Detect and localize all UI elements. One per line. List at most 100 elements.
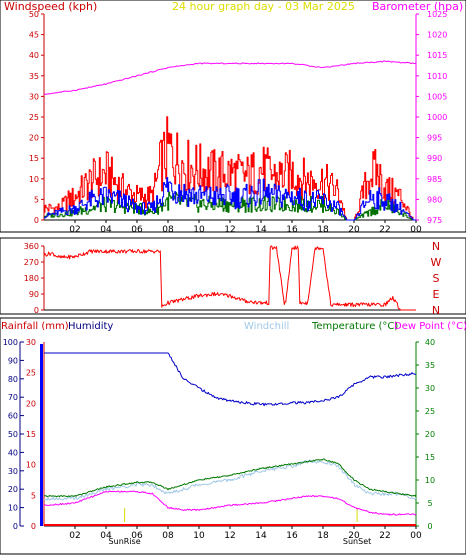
series-wind-direction-line	[43, 245, 416, 311]
temp-time-tick-label: 00	[410, 531, 422, 541]
humidity-tick-label: 70	[8, 393, 18, 402]
windspeed-label: Windspeed (kph)	[4, 0, 97, 13]
temp-time-tick-label: 06	[131, 531, 143, 541]
compass-label: W	[431, 256, 442, 269]
temp-tick-label: 10	[425, 476, 435, 485]
humidity-tick-label: 80	[8, 375, 18, 384]
wind-time-tick-label: 06	[131, 225, 143, 235]
series-humidity-line	[44, 352, 417, 407]
baro-tick-label: 1000	[427, 113, 447, 122]
wind-tick-label: 0	[34, 216, 39, 225]
rain-tick-label: 30	[26, 338, 36, 347]
temp-time-tick-label: 08	[162, 531, 174, 541]
temp-time-tick-label: 20	[348, 531, 360, 541]
temp-time-tick-label: 14	[255, 531, 267, 541]
baro-tick-label: 985	[427, 175, 442, 184]
wind-time-tick-label: 10	[193, 225, 205, 235]
direction-tick-label: 0	[34, 306, 39, 315]
direction-tick-label: 360	[24, 242, 39, 251]
rain-tick-label: 10	[26, 461, 36, 470]
humidity-tick-label: 10	[8, 504, 18, 513]
temp-time-tick-label: 02	[69, 531, 80, 541]
rain-tick-label: 0	[31, 522, 36, 531]
direction-tick-label: 270	[24, 258, 39, 267]
humidity-tick-label: 0	[13, 522, 18, 531]
wind-tick-label: 50	[29, 10, 39, 19]
humidity-label: Humidity	[68, 321, 113, 332]
temp-tick-label: 35	[425, 361, 435, 370]
wind-time-tick-label: 14	[255, 225, 267, 235]
wind-tick-label: 35	[29, 72, 39, 81]
baro-tick-label: 1020	[427, 31, 447, 40]
compass-label: N	[432, 304, 440, 317]
graph-title: 24 hour graph day - 03 Mar 2025	[172, 0, 355, 13]
wind-time-tick-label: 16	[286, 225, 298, 235]
temp-tick-label: 40	[425, 338, 435, 347]
temp-tick-label: 30	[425, 384, 435, 393]
baro-tick-label: 1010	[427, 72, 447, 81]
rain-tick-label: 5	[31, 491, 36, 500]
wind-time-tick-label: 20	[348, 225, 360, 235]
humidity-tick-label: 100	[3, 338, 18, 347]
wind-tick-label: 30	[29, 92, 39, 101]
wind-time-tick-label: 08	[162, 225, 174, 235]
series-windchill-line	[43, 459, 417, 501]
temp-tick-label: 15	[425, 453, 435, 462]
wind-tick-label: 5	[34, 195, 39, 204]
baro-tick-label: 1015	[427, 51, 447, 60]
baro-tick-label: 980	[427, 195, 442, 204]
temp-tick-label: 25	[425, 407, 435, 416]
temperature-label: Temperature (°C)	[311, 321, 398, 332]
rain-tick-label: 25	[26, 369, 36, 378]
wind-time-tick-label: 12	[224, 225, 235, 235]
rainfall-label: Rainfall (mm)	[1, 321, 69, 332]
rain-tick-label: 20	[26, 399, 36, 408]
series-wind-speed-line	[44, 177, 416, 221]
temp-tick-label: 0	[427, 522, 432, 531]
temp-time-tick-label: 18	[317, 531, 329, 541]
wind-tick-label: 25	[29, 113, 39, 122]
wind-tick-label: 40	[29, 51, 39, 60]
wind-tick-label: 10	[29, 175, 39, 184]
compass-label: S	[433, 272, 440, 285]
compass-label: N	[432, 240, 440, 253]
compass-label: E	[433, 288, 440, 301]
baro-tick-label: 1005	[427, 92, 447, 101]
wind-time-tick-label: 02	[69, 225, 80, 235]
dewpoint-label: Dew Point (°C)	[394, 321, 466, 332]
wind-time-tick-label: 04	[100, 225, 112, 235]
windchill-label: Windchill	[244, 321, 289, 332]
direction-tick-label: 180	[24, 274, 39, 283]
wind-tick-label: 45	[29, 31, 39, 40]
temp-tick-label: 20	[425, 430, 435, 439]
baro-tick-label: 975	[427, 216, 442, 225]
temp-tick-label: 5	[427, 499, 432, 508]
wind-direction-panel	[0, 237, 466, 315]
rain-scale-bar	[40, 344, 43, 526]
barometer-label: Barometer (hpa)	[372, 0, 463, 13]
temp-time-tick-label: 12	[224, 531, 235, 541]
baro-tick-label: 1025	[427, 10, 447, 19]
humidity-tick-label: 40	[8, 448, 18, 457]
direction-tick-label: 90	[29, 290, 39, 299]
series-dew-point-line	[43, 490, 417, 516]
wind-time-tick-label: 00	[410, 225, 422, 235]
sunrise-label: SunRise	[109, 537, 141, 546]
wind-time-tick-label: 22	[379, 225, 390, 235]
series-temperature-line	[43, 458, 417, 498]
baro-tick-label: 990	[427, 154, 442, 163]
wind-tick-label: 15	[29, 154, 39, 163]
humidity-tick-label: 60	[8, 412, 18, 421]
baro-tick-label: 995	[427, 134, 442, 143]
series-barometer-line	[43, 60, 417, 95]
wind-tick-label: 20	[29, 134, 39, 143]
wind-time-tick-label: 18	[317, 225, 329, 235]
humidity-tick-label: 90	[8, 356, 18, 365]
humidity-tick-label: 30	[8, 467, 18, 476]
sunset-label: SunSet	[343, 537, 371, 546]
temp-time-tick-label: 10	[193, 531, 205, 541]
humidity-tick-label: 50	[8, 430, 18, 439]
humidity-tick-label: 20	[8, 485, 18, 494]
